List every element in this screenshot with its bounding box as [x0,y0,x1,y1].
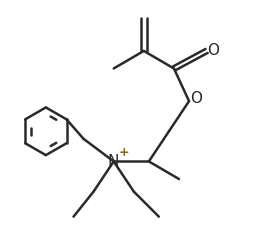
Text: O: O [190,91,202,106]
Text: O: O [206,43,218,58]
Text: +: + [118,146,129,159]
Text: N: N [108,154,119,169]
